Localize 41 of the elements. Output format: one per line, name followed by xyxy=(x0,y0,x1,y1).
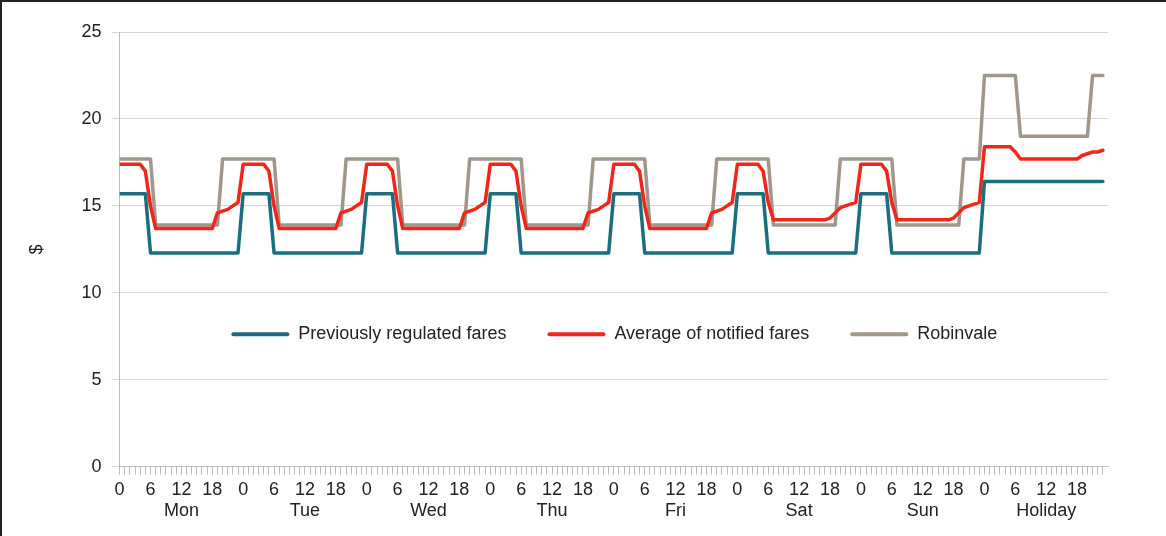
x-tick-label: 6 xyxy=(269,478,280,499)
x-tick-label: 18 xyxy=(943,478,964,499)
x-tick-label: 12 Mon xyxy=(163,478,199,521)
x-tick-label: 18 xyxy=(202,478,223,499)
x-tick-label: 0 xyxy=(732,478,743,499)
x-tick-label: 6 xyxy=(1010,478,1021,499)
x-tick-label: 6 xyxy=(145,478,156,499)
y-axis-title: $ xyxy=(25,244,46,255)
x-tick-label: 12 Sat xyxy=(785,478,813,521)
x-tick-label: 18 xyxy=(572,478,593,499)
x-tick-label: 12 Sun xyxy=(906,478,939,521)
legend-label: Robinvale xyxy=(917,323,998,344)
x-tick-label: 0 xyxy=(485,478,496,499)
x-tick-label: 6 xyxy=(886,478,897,499)
y-tick-label: 20 xyxy=(81,107,102,128)
x-tick-label: 6 xyxy=(763,478,774,499)
x-tick-label: 12 Wed xyxy=(410,478,447,521)
x-tick-label: 0 xyxy=(855,478,866,499)
x-tick-label: 0 xyxy=(114,478,125,499)
x-tick-label: 12 Thu xyxy=(536,478,568,521)
x-tick-label: 12 Fri xyxy=(665,478,687,521)
x-tick-label: 0 xyxy=(979,478,990,499)
y-tick-label: 5 xyxy=(91,368,102,389)
x-tick-label: 6 xyxy=(392,478,403,499)
x-tick-label: 18 xyxy=(449,478,470,499)
x-tick-label: 6 xyxy=(516,478,527,499)
legend-label: Previously regulated fares xyxy=(298,323,507,344)
y-tick-label: 10 xyxy=(81,281,102,302)
x-tick-label: 18 xyxy=(820,478,841,499)
legend-label: Average of notified fares xyxy=(614,323,810,344)
x-tick-label: 0 xyxy=(238,478,249,499)
x-tick-label: 0 xyxy=(608,478,619,499)
y-tick-label: 25 xyxy=(81,20,102,41)
x-tick-label: 18 xyxy=(696,478,717,499)
x-tick-label: 6 xyxy=(639,478,650,499)
x-tick-label: 12 Tue xyxy=(289,478,321,521)
x-tick-label: 18 xyxy=(1067,478,1088,499)
x-tick-label: 0 xyxy=(361,478,372,499)
y-tick-label: 15 xyxy=(81,194,102,215)
y-tick-label: 0 xyxy=(91,455,102,476)
x-tick-label: 18 xyxy=(325,478,346,499)
